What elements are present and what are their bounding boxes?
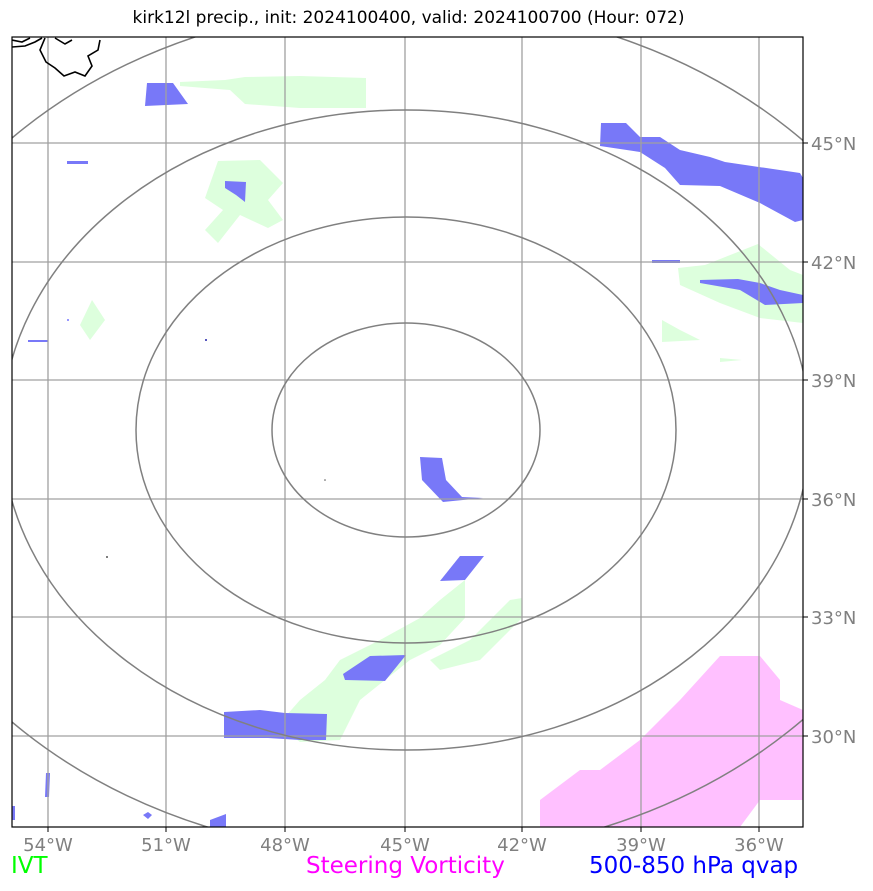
lon-label: 36°W xyxy=(734,835,784,856)
speck xyxy=(324,479,326,481)
lat-label: 30°N xyxy=(811,727,856,748)
qvap-area xyxy=(224,710,327,740)
qvap-area xyxy=(700,279,803,305)
lat-label: 45°N xyxy=(811,134,856,155)
speck xyxy=(106,556,108,558)
range-ring-1 xyxy=(271,322,541,538)
qvap-area xyxy=(343,655,406,681)
lon-label: 48°W xyxy=(260,835,310,856)
vorticity-field xyxy=(540,656,803,827)
lat-label: 36°N xyxy=(811,490,856,511)
lat-label: 39°N xyxy=(811,371,856,392)
legend-steering-vorticity: Steering Vorticity xyxy=(306,853,505,879)
longitude-labels: 54°W 51°W 48°W 45°W 42°W 39°W 36°W xyxy=(23,835,784,856)
qvap-area xyxy=(600,123,803,222)
ivt-area xyxy=(662,320,700,342)
lat-label: 42°N xyxy=(811,253,856,274)
legend-ivt: IVT xyxy=(11,853,48,879)
map-title: kirk12l precip., init: 2024100400, valid… xyxy=(132,8,685,28)
lon-label: 39°W xyxy=(616,835,666,856)
ivt-area xyxy=(180,76,366,108)
ivt-area xyxy=(205,160,283,243)
lon-label: 51°W xyxy=(141,835,191,856)
ivt-area xyxy=(430,598,522,670)
coastline xyxy=(12,37,101,77)
lon-label: 42°W xyxy=(497,835,547,856)
ivt-area xyxy=(720,358,742,362)
lat-label: 33°N xyxy=(811,608,856,629)
range-ring-2 xyxy=(135,216,677,644)
range-ring-3 xyxy=(12,109,803,751)
vorticity-area xyxy=(540,656,803,827)
qvap-area xyxy=(28,340,48,342)
qvap-area xyxy=(143,812,152,819)
qvap-area xyxy=(67,161,88,164)
qvap-area xyxy=(420,457,483,502)
lon-label: 45°W xyxy=(380,835,430,856)
speck xyxy=(205,339,207,341)
qvap-area xyxy=(225,181,246,202)
qvap-area xyxy=(12,806,15,820)
ivt-area xyxy=(80,300,105,340)
legend-qvap: 500-850 hPa qvap xyxy=(589,853,799,879)
distance-rings xyxy=(12,37,803,827)
qvap-area xyxy=(440,556,484,581)
map-content xyxy=(12,37,803,827)
speck xyxy=(67,319,69,321)
qvap-area xyxy=(210,814,226,827)
latitude-labels: 45°N 42°N 39°N 36°N 33°N 30°N xyxy=(811,134,856,748)
tick-marks xyxy=(47,142,808,832)
lon-label: 54°W xyxy=(23,835,73,856)
graticule xyxy=(12,37,803,827)
map-frame xyxy=(11,36,804,828)
